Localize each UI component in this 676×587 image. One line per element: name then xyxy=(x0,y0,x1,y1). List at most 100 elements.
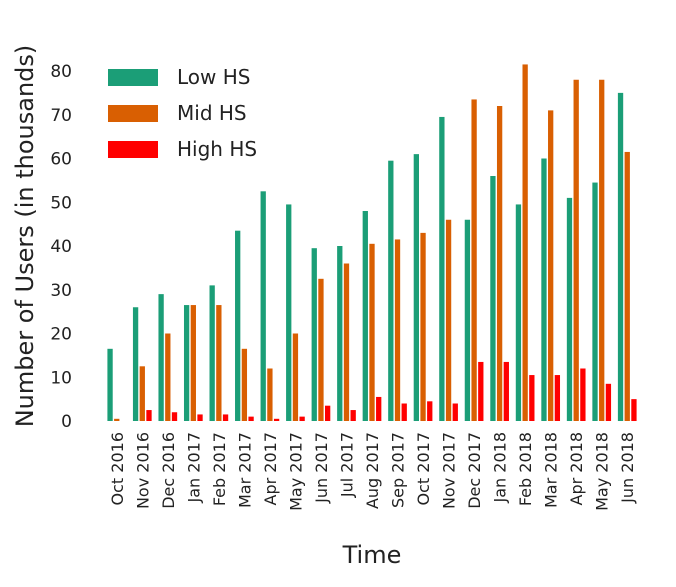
bar-high-hs-jan-2017 xyxy=(197,414,203,421)
y-tick-label: 60 xyxy=(50,150,72,170)
bar-mid-hs-nov-2017 xyxy=(445,219,452,421)
x-tick-label: Nov 2016 xyxy=(133,432,152,509)
legend-swatch xyxy=(108,141,158,158)
legend: Low HS Mid HS High HS xyxy=(108,65,257,161)
x-tick-label: Dec 2017 xyxy=(465,432,484,509)
bar-high-hs-nov-2017 xyxy=(452,403,458,421)
bar-low-hs-mar-2018 xyxy=(541,158,547,421)
bar-high-hs-jun-2018 xyxy=(631,399,637,422)
bar-low-hs-nov-2016 xyxy=(132,307,139,421)
bar-low-hs-oct-2017 xyxy=(413,154,419,422)
bar-high-hs-jul-2017 xyxy=(350,410,356,421)
bar-high-hs-apr-2017 xyxy=(273,418,280,421)
bar-mid-hs-jun-2017 xyxy=(318,278,324,421)
x-tick-label: Oct 2017 xyxy=(414,432,433,505)
legend-label: Low HS xyxy=(177,65,250,89)
x-tick-label: Feb 2018 xyxy=(516,432,535,506)
legend-swatch xyxy=(108,69,158,86)
bar-mid-hs-mar-2017 xyxy=(241,348,248,421)
x-tick-label: Jun 2018 xyxy=(618,432,637,504)
bar-high-hs-apr-2018 xyxy=(580,368,586,421)
x-axis-title: Time xyxy=(342,541,402,569)
bar-low-hs-jan-2018 xyxy=(490,176,496,421)
bar-high-hs-aug-2017 xyxy=(376,396,382,421)
bar-high-hs-nov-2016 xyxy=(146,410,152,421)
bar-mid-hs-aug-2017 xyxy=(369,243,375,421)
x-tick-label: Jan 2017 xyxy=(184,432,203,503)
bar-mid-hs-jul-2017 xyxy=(343,263,350,421)
bar-mid-hs-jan-2017 xyxy=(190,305,196,421)
bar-high-hs-mar-2017 xyxy=(248,416,254,422)
bar-low-hs-mar-2017 xyxy=(235,230,241,421)
y-tick-label: 80 xyxy=(50,62,72,82)
y-tick-label: 70 xyxy=(50,106,72,126)
bar-mid-hs-dec-2017 xyxy=(471,99,477,421)
bar-high-hs-feb-2018 xyxy=(529,375,535,421)
bar-high-hs-jun-2017 xyxy=(325,405,331,421)
x-tick-label: Mar 2017 xyxy=(235,432,254,508)
bar-low-hs-apr-2017 xyxy=(260,191,266,421)
bar-mid-hs-sep-2017 xyxy=(394,239,401,421)
x-tick-label: Aug 2017 xyxy=(363,432,382,509)
bar-mid-hs-may-2017 xyxy=(292,333,299,421)
bar-high-hs-mar-2018 xyxy=(554,375,561,421)
bar-low-hs-feb-2018 xyxy=(515,204,522,421)
bar-high-hs-feb-2017 xyxy=(222,414,229,421)
bar-low-hs-may-2017 xyxy=(286,204,292,421)
x-tick-label: Oct 2016 xyxy=(108,432,127,505)
bar-high-hs-sep-2017 xyxy=(401,403,407,421)
legend-label: Mid HS xyxy=(177,101,247,125)
x-tick-label: Feb 2017 xyxy=(210,432,229,506)
bar-mid-hs-jun-2018 xyxy=(624,151,630,421)
y-tick-label: 10 xyxy=(50,368,72,388)
bar-mid-hs-oct-2016 xyxy=(114,418,120,421)
y-tick-label: 20 xyxy=(50,325,72,345)
bar-high-hs-oct-2017 xyxy=(427,401,433,421)
bar-low-hs-may-2018 xyxy=(592,182,598,421)
x-tick-label: Mar 2018 xyxy=(542,432,561,508)
bar-mid-hs-feb-2018 xyxy=(522,64,528,421)
bar-low-hs-feb-2017 xyxy=(209,285,215,422)
bar-low-hs-jun-2018 xyxy=(617,92,624,422)
bar-mid-hs-apr-2017 xyxy=(267,368,273,421)
bar-low-hs-jul-2017 xyxy=(337,246,343,421)
x-tick-label: Sep 2017 xyxy=(389,432,408,508)
x-tick-label: Apr 2017 xyxy=(261,432,280,505)
bar-low-hs-dec-2016 xyxy=(158,294,164,422)
bar-high-hs-dec-2016 xyxy=(171,412,178,421)
bars-layer xyxy=(107,64,637,422)
bar-mid-hs-apr-2018 xyxy=(573,79,579,421)
legend-label: High HS xyxy=(177,137,257,161)
legend-swatch xyxy=(108,105,158,122)
x-tick-label: May 2017 xyxy=(286,432,305,511)
y-tick-label: 0 xyxy=(61,412,72,432)
bar-mid-hs-oct-2017 xyxy=(420,232,426,422)
bar-mid-hs-jan-2018 xyxy=(496,106,503,421)
x-tick-label: Jun 2017 xyxy=(312,432,331,504)
x-axis-ticks: Oct 2016 Nov 2016 Dec 2016 Jan 2017 Feb 2017… xyxy=(108,432,637,511)
bar-mid-hs-nov-2016 xyxy=(139,366,145,421)
bar-low-hs-apr-2018 xyxy=(566,197,573,422)
bar-low-hs-jun-2017 xyxy=(311,248,317,421)
x-tick-label: Nov 2017 xyxy=(440,432,459,509)
bar-mid-hs-feb-2017 xyxy=(216,305,222,421)
bar-low-hs-nov-2017 xyxy=(439,116,445,421)
x-tick-label: Jan 2018 xyxy=(491,432,510,503)
bar-low-hs-sep-2017 xyxy=(388,160,394,421)
bar-mid-hs-dec-2016 xyxy=(165,333,171,421)
y-tick-label: 30 xyxy=(50,281,72,301)
x-tick-label: May 2018 xyxy=(593,432,612,511)
bar-high-hs-may-2018 xyxy=(605,383,612,421)
x-tick-label: Apr 2018 xyxy=(567,432,586,505)
bar-high-hs-jan-2018 xyxy=(503,361,509,421)
bar-low-hs-aug-2017 xyxy=(362,211,368,421)
y-tick-label: 50 xyxy=(50,193,72,213)
bar-low-hs-oct-2016 xyxy=(107,348,113,421)
x-tick-label: Dec 2016 xyxy=(159,432,178,509)
bar-high-hs-may-2017 xyxy=(299,416,305,422)
bar-high-hs-dec-2017 xyxy=(478,361,484,421)
bar-mid-hs-mar-2018 xyxy=(548,110,554,422)
y-axis-ticks: 0 10 20 30 40 50 60 70 80 xyxy=(50,62,72,432)
